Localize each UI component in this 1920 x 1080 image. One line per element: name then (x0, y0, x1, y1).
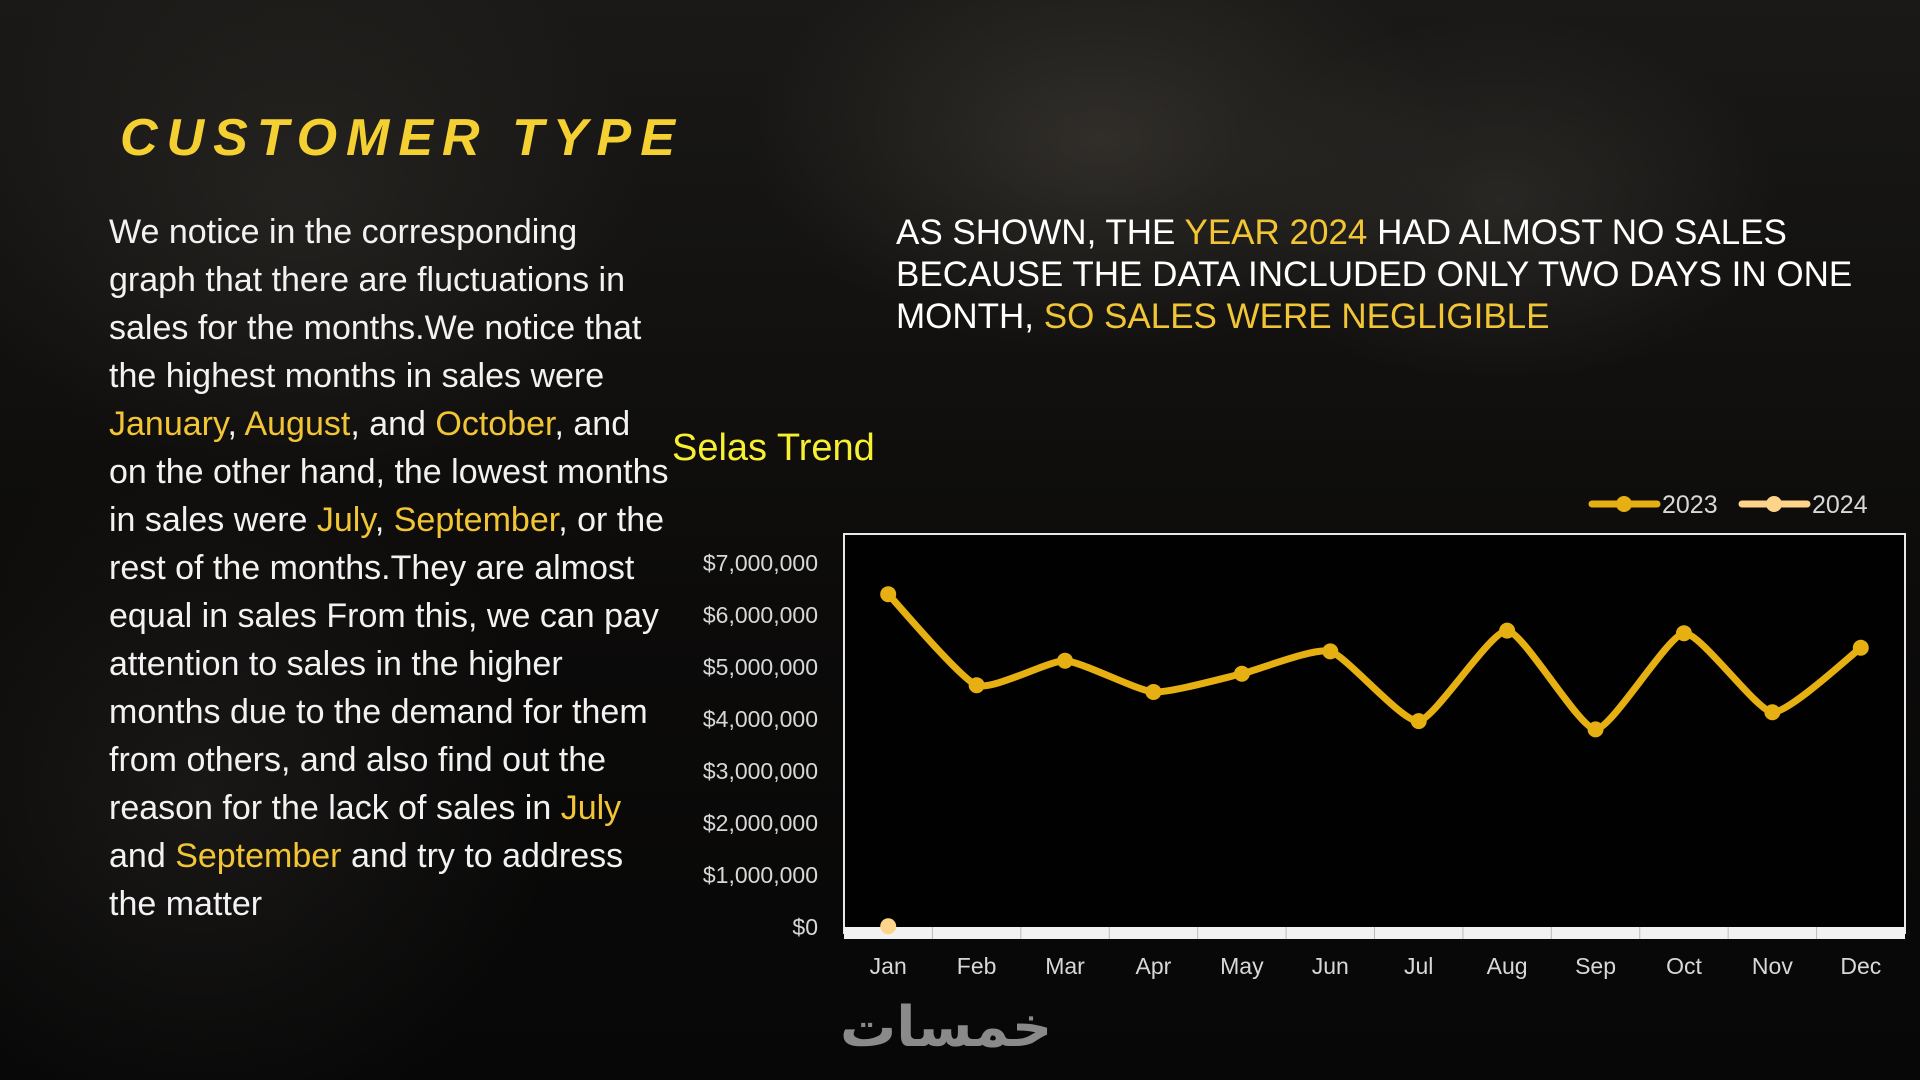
x-tick-label: Nov (1752, 953, 1793, 979)
text-run: We notice in the corresponding graph tha… (109, 213, 642, 395)
highlighted-text: October (435, 405, 555, 443)
data-point-2023 (1764, 704, 1781, 721)
legend-marker-2023 (1616, 496, 1632, 512)
highlighted-text: July (316, 501, 375, 539)
highlighted-text: year 2024 (1184, 213, 1368, 252)
text-run: had almost no sales because the data inc… (896, 213, 1853, 336)
text-run: As shown, the (896, 213, 1185, 252)
x-tick-label: Oct (1666, 953, 1702, 979)
data-point-2023 (968, 677, 985, 694)
highlighted-text: September (175, 837, 342, 875)
x-tick-label: May (1220, 953, 1264, 979)
y-tick-label: $2,000,000 (703, 810, 818, 836)
y-tick-label: $5,000,000 (703, 654, 818, 680)
text-run: , and on the other hand, the lowest mont… (109, 405, 669, 539)
note-2024: As shown, the year 2024 had almost no sa… (896, 212, 1906, 338)
data-point-2023 (1852, 639, 1869, 656)
data-point-2023 (1587, 721, 1604, 738)
x-tick-label: Dec (1840, 953, 1881, 979)
legend-marker-2024 (1766, 496, 1782, 512)
highlighted-text: January (109, 405, 228, 443)
data-point-2023 (1675, 625, 1692, 642)
highlighted-text: August (244, 405, 351, 443)
x-tick-label: Feb (957, 953, 997, 979)
x-tick-label: Jun (1312, 953, 1349, 979)
x-tick-label: Aug (1487, 953, 1528, 979)
y-tick-label: $0 (792, 914, 818, 940)
legend-label: 2023 (1662, 491, 1718, 519)
watermark-logo: خمسات (840, 995, 1053, 1060)
y-tick-label: $3,000,000 (703, 758, 818, 784)
data-point-2023 (1057, 652, 1074, 669)
data-point-2023 (1233, 665, 1250, 682)
data-point-2023 (1145, 683, 1162, 700)
data-point-2023 (1499, 622, 1516, 639)
x-tick-label: Jan (870, 953, 907, 979)
y-tick-label: $6,000,000 (703, 602, 818, 628)
text-run: and (109, 837, 176, 875)
highlighted-text: September (393, 501, 559, 539)
analysis-paragraph: We notice in the corresponding graph tha… (109, 208, 669, 928)
text-run: and try to address the matter (109, 837, 624, 923)
x-tick-label: Sep (1575, 953, 1616, 979)
data-point-2024 (880, 918, 897, 935)
y-tick-label: $1,000,000 (703, 862, 818, 888)
legend-label: 2024 (1812, 491, 1868, 519)
y-tick-label: $4,000,000 (703, 706, 818, 732)
text-run: , and (350, 405, 436, 443)
x-tick-label: Jul (1404, 953, 1433, 979)
highlighted-text: so sales were negligible (1043, 297, 1550, 336)
text-run: , (374, 501, 394, 539)
data-point-2023 (880, 586, 897, 603)
text-run: , (227, 405, 245, 443)
x-tick-label: Apr (1136, 953, 1172, 979)
data-point-2023 (1322, 643, 1339, 660)
text-run: , or the rest of the months.They are alm… (109, 501, 665, 827)
data-point-2023 (1410, 713, 1427, 730)
x-tick-label: Mar (1045, 953, 1085, 979)
y-tick-label: $7,000,000 (703, 550, 818, 576)
chart-title: Selas Trend (672, 427, 875, 469)
page-title: CUSTOMER TYPE (120, 109, 684, 167)
highlighted-text: July (560, 789, 622, 827)
plot-area (843, 533, 1906, 934)
